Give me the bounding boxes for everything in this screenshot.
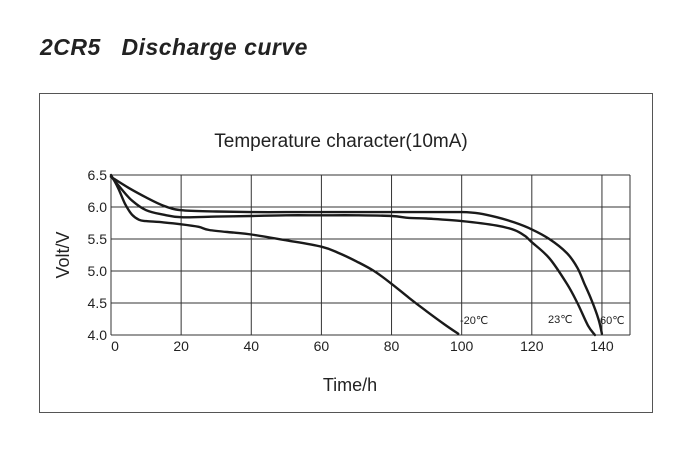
x-tick-label: 80 — [384, 338, 400, 354]
series-annotation: 60℃ — [600, 315, 625, 327]
x-tick-label: 20 — [173, 338, 189, 354]
series-line-60c — [109, 175, 604, 335]
x-tick-label: 120 — [520, 338, 544, 354]
series-annotation: -20℃ — [460, 315, 488, 327]
y-tick-label: 4.0 — [88, 327, 108, 343]
x-tick-label: 40 — [243, 338, 259, 354]
y-tick-label: 5.5 — [88, 231, 108, 247]
x-tick-label: 100 — [450, 338, 474, 354]
y-tick-label: 4.5 — [88, 295, 108, 311]
chart-series — [109, 173, 604, 337]
chart-tick-labels: 0 20 40 60 80 100 120 140 4.0 4.5 5.0 5.5 6.0 6.5 — [88, 167, 614, 354]
x-tick-label: 140 — [590, 338, 614, 354]
x-axis-label: Time/h — [323, 375, 377, 395]
page-title: 2CR5 Discharge curve — [40, 34, 308, 60]
chart-title: Temperature character(10mA) — [214, 131, 467, 152]
y-tick-label: 6.5 — [88, 167, 108, 183]
x-tick-label: 0 — [111, 338, 119, 354]
chart-annotations: -20℃ 23℃ 60℃ — [460, 314, 625, 327]
x-tick-label: 60 — [314, 338, 330, 354]
chart-frame — [39, 93, 653, 413]
y-tick-label: 5.0 — [88, 263, 108, 279]
chart-grid — [110, 174, 631, 336]
series-annotation: 23℃ — [548, 314, 573, 326]
y-tick-label: 6.0 — [88, 199, 108, 215]
y-axis-label: Volt/V — [53, 231, 73, 278]
series-line-20c — [109, 173, 460, 335]
series-line-23c — [109, 175, 597, 337]
